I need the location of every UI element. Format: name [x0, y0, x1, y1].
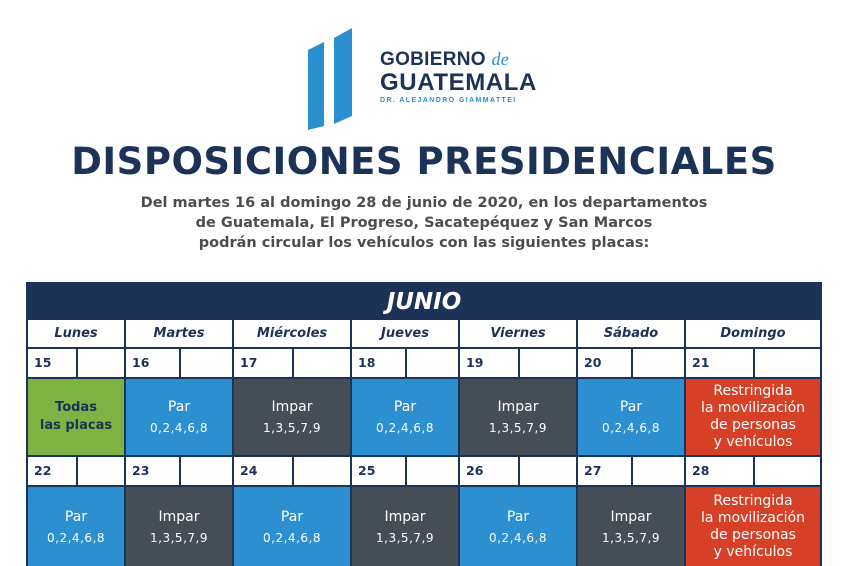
cell-text-line: la movilización [700, 400, 806, 416]
cell-text-line: Restringida [713, 493, 793, 509]
plate-digits: 0,2,4,6,8 [376, 420, 434, 435]
date-spacer-cell [294, 349, 350, 377]
weekday-header: Miércoles [234, 320, 350, 347]
cell-text-line: de personas [710, 417, 796, 433]
weekday-header: Viernes [460, 320, 576, 347]
plate-impar-cell: Impar 1,3,5,7,9 [460, 379, 576, 455]
weekday-header: Martes [126, 320, 232, 347]
plate-type-label: Impar [158, 508, 200, 525]
month-header: JUNIO [386, 289, 462, 315]
plate-type-label: Par [167, 398, 191, 415]
logo-wordmark: GOBIERNO de GUATEMALA DR. ALEJANDRO GIAM… [380, 48, 537, 104]
plate-type-label: Impar [497, 398, 539, 415]
date-spacer-cell [520, 457, 576, 485]
logo-gobierno-text: GOBIERNO [380, 49, 486, 70]
plate-type-label: Par [64, 508, 88, 525]
logo-de-text: de [491, 49, 510, 69]
date-spacer-cell [181, 457, 232, 485]
weekday-header: Lunes [28, 320, 124, 347]
date-spacer-cell [755, 349, 820, 377]
date-number: 28 [686, 457, 753, 485]
plate-digits: 0,2,4,6,8 [263, 530, 321, 545]
plate-par-cell: Par 0,2,4,6,8 [352, 379, 458, 455]
logo-president-name: DR. ALEJANDRO GIAMMATTEI [380, 97, 517, 104]
date-spacer-cell [407, 349, 458, 377]
date-spacer-cell [633, 457, 684, 485]
plate-digits: 0,2,4,6,8 [489, 530, 547, 545]
date-spacer-cell [294, 457, 350, 485]
subtitle: Del martes 16 al domingo 28 de junio de … [0, 193, 848, 253]
guatemala-flag-bars-icon [308, 28, 352, 130]
plate-impar-cell: Impar 1,3,5,7,9 [578, 487, 684, 566]
restricted-cell: Restringida la movilización de personas y v… [686, 487, 820, 566]
date-spacer-cell [755, 457, 820, 485]
date-number: 18 [352, 349, 405, 377]
plate-impar-cell: Impar 1,3,5,7,9 [352, 487, 458, 566]
plate-impar-cell: Impar 1,3,5,7,9 [234, 379, 350, 455]
plate-type-label: Impar [384, 508, 426, 525]
plate-digits: 1,3,5,7,9 [602, 530, 660, 545]
plate-type-label: Par [393, 398, 417, 415]
weekday-header: Domingo [686, 320, 820, 347]
plate-type-label: Impar [610, 508, 652, 525]
subtitle-line: podrán circular los vehículos con las si… [198, 235, 650, 251]
logo-guatemala-text: GUATEMALA [380, 69, 537, 96]
government-logo: GOBIERNO de GUATEMALA DR. ALEJANDRO GIAM… [306, 26, 556, 132]
page-title: DISPOSICIONES PRESIDENCIALES [71, 140, 777, 183]
date-number: 22 [28, 457, 76, 485]
cell-text-line: de personas [710, 527, 796, 543]
date-number: 17 [234, 349, 292, 377]
cell-text: Todas las placas [40, 399, 112, 435]
date-spacer-cell [520, 349, 576, 377]
date-number: 27 [578, 457, 631, 485]
plate-par-cell: Par 0,2,4,6,8 [578, 379, 684, 455]
subtitle-line: Del martes 16 al domingo 28 de junio de … [140, 195, 708, 211]
plate-digits: 1,3,5,7,9 [150, 530, 208, 545]
date-number: 25 [352, 457, 405, 485]
weekday-header: Jueves [352, 320, 458, 347]
date-number: 23 [126, 457, 179, 485]
plate-par-cell: Par 0,2,4,6,8 [460, 487, 576, 566]
date-spacer-cell [407, 457, 458, 485]
plate-impar-cell: Impar 1,3,5,7,9 [126, 487, 232, 566]
date-spacer-cell [633, 349, 684, 377]
plate-digits: 0,2,4,6,8 [47, 530, 105, 545]
calendar-table: JUNIO Lunes Martes Miércoles Jueves Viernes S… [26, 282, 822, 566]
cell-text: Restringida la movilización de personas y v… [701, 383, 805, 451]
plate-type-label: Impar [271, 398, 313, 415]
date-number: 21 [686, 349, 753, 377]
cell-text-line: las placas [39, 418, 113, 433]
plate-digits: 1,3,5,7,9 [263, 420, 321, 435]
plate-par-cell: Par 0,2,4,6,8 [28, 487, 124, 566]
plate-par-cell: Par 0,2,4,6,8 [234, 487, 350, 566]
date-number: 24 [234, 457, 292, 485]
cell-text: Restringida la movilización de personas y v… [701, 493, 805, 561]
plate-digits: 0,2,4,6,8 [602, 420, 660, 435]
date-number: 20 [578, 349, 631, 377]
date-number: 16 [126, 349, 179, 377]
plate-digits: 1,3,5,7,9 [489, 420, 547, 435]
date-number: 26 [460, 457, 518, 485]
plate-digits: 1,3,5,7,9 [376, 530, 434, 545]
plate-type-label: Par [280, 508, 304, 525]
cell-text-line: y vehículos [713, 544, 793, 560]
weekday-header: Sábado [578, 320, 684, 347]
cell-text-line: la movilización [700, 510, 806, 526]
plate-digits: 0,2,4,6,8 [150, 420, 208, 435]
date-number: 15 [28, 349, 76, 377]
plate-par-cell: Par 0,2,4,6,8 [126, 379, 232, 455]
plate-type-label: Par [506, 508, 530, 525]
plate-type-label: Par [619, 398, 643, 415]
date-spacer-cell [181, 349, 232, 377]
date-spacer-cell [78, 457, 124, 485]
restricted-cell: Restringida la movilización de personas y v… [686, 379, 820, 455]
cell-text-line: Restringida [713, 383, 793, 399]
date-number: 19 [460, 349, 518, 377]
cell-text-line: Todas [55, 400, 97, 415]
cell-text-line: y vehículos [713, 434, 793, 450]
subtitle-line: de Guatemala, El Progreso, Sacatepéquez … [195, 215, 653, 231]
all-plates-cell: Todas las placas [28, 379, 124, 455]
date-spacer-cell [78, 349, 124, 377]
logo-line1: GOBIERNO de [380, 48, 537, 71]
